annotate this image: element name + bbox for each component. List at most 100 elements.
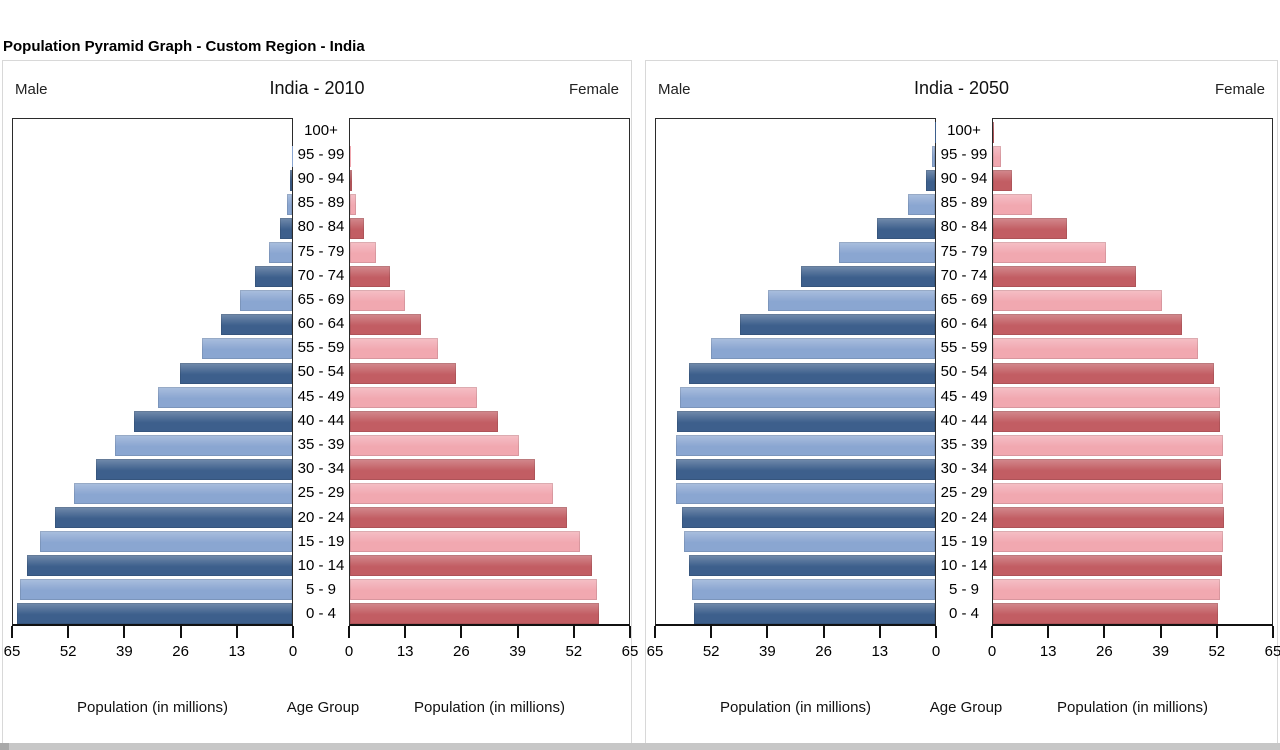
pyramid-row (13, 432, 292, 456)
pyramid-row (656, 504, 935, 528)
bar-female-10-14 (993, 554, 1223, 576)
bar-female-85-89 (350, 194, 356, 216)
pyramid-row (656, 456, 935, 480)
x-tick-mark (11, 626, 13, 638)
bar-female-20-24 (350, 506, 567, 528)
bar-male-20-24 (55, 506, 292, 528)
pyramid-row (13, 191, 292, 216)
bar-female-55-59 (993, 338, 1198, 360)
age-group-label: 75 - 79 (297, 242, 345, 260)
bar-male-5-9 (692, 578, 935, 600)
x-tick-label: 39 (759, 643, 776, 660)
x-tick-mark (123, 626, 126, 638)
bar-female-30-34 (350, 458, 535, 480)
bar-male-10-14 (689, 554, 935, 576)
bar-female-95-99 (993, 146, 1001, 168)
pyramid-row (350, 215, 629, 240)
pyramid-row (993, 191, 1272, 216)
x-tick-mark (629, 626, 631, 638)
pyramid-row (350, 287, 629, 312)
male-axis-caption: Population (in millions) (720, 699, 871, 716)
bar-female-50-54 (993, 362, 1215, 384)
age-group-label: 60 - 64 (940, 315, 988, 333)
x-tick-label: 52 (565, 643, 583, 660)
pyramid-row (350, 600, 629, 624)
pyramid-row (656, 311, 935, 336)
bar-male-35-39 (114, 434, 292, 456)
male-side-label: Male (658, 81, 691, 98)
bar-male-70-74 (255, 266, 292, 288)
age-group-label: 90 - 94 (297, 169, 345, 187)
pyramid-row (13, 143, 292, 168)
bar-female-60-64 (993, 314, 1182, 336)
bar-female-75-79 (993, 242, 1106, 264)
pyramid-row (993, 359, 1272, 384)
x-tick-mark (460, 626, 463, 638)
pyramid-row (993, 528, 1272, 552)
x-tick-mark (179, 626, 182, 638)
pyramid-row (656, 576, 935, 600)
pyramid-row (656, 119, 935, 144)
bar-male-90-94 (290, 170, 292, 192)
age-group-label: 0 - 4 (305, 605, 336, 623)
pyramid-row (13, 408, 292, 432)
age-group-axis: 100+ 95 - 99 90 - 94 85 - 89 80 - 84 75 - 79 7… (293, 118, 349, 626)
pyramid-row (13, 576, 292, 600)
x-tick-mark (654, 626, 656, 638)
pyramid-row (993, 480, 1272, 504)
bar-male-30-34 (675, 458, 935, 480)
x-tick-label: 13 (396, 643, 414, 660)
bar-male-20-24 (681, 506, 935, 528)
bar-female-45-49 (350, 386, 478, 408)
bottom-scroll-strip (0, 743, 1280, 750)
bar-female-10-14 (350, 554, 592, 576)
bar-female-0-4 (350, 602, 599, 624)
pyramid-row (993, 263, 1272, 288)
age-group-label: 50 - 54 (297, 363, 345, 381)
pyramid-row (656, 480, 935, 504)
bar-male-50-54 (689, 362, 935, 384)
age-group-label: 45 - 49 (940, 387, 988, 405)
age-group-label: 70 - 74 (940, 266, 988, 284)
age-group-label: 35 - 39 (940, 436, 988, 454)
age-group-label: 55 - 59 (297, 339, 345, 357)
bar-female-55-59 (350, 338, 438, 360)
bar-female-15-19 (993, 530, 1224, 552)
bar-male-30-34 (96, 458, 292, 480)
pyramid-row (350, 119, 629, 143)
chart-title: India - 2010 (269, 78, 365, 98)
pyramid-row (13, 311, 292, 336)
pyramid-row (350, 408, 629, 432)
age-group-label: 85 - 89 (297, 194, 345, 212)
pyramid-row (656, 287, 935, 312)
x-tick-label: 13 (871, 643, 889, 660)
age-group-label: 100+ (304, 121, 338, 139)
pyramid-row (13, 287, 292, 312)
x-tick-label: 52 (702, 643, 720, 660)
x-tick-label: 0 (987, 643, 997, 660)
age-group-label: 50 - 54 (940, 363, 988, 381)
pyramid-row (350, 432, 629, 456)
pyramid-row (13, 384, 292, 408)
age-group-label: 85 - 89 (940, 194, 988, 212)
pyramid-row (993, 119, 1272, 144)
pyramid-plot-area: 100+ 95 - 99 90 - 94 85 - 89 80 - 84 75 - 79 7… (12, 118, 630, 626)
bar-male-65-69 (240, 290, 292, 312)
bar-female-60-64 (350, 314, 421, 336)
bar-male-80-84 (279, 218, 292, 240)
bar-male-40-44 (677, 410, 935, 432)
x-tick-label: 65 (3, 643, 21, 660)
pyramid-row (350, 456, 629, 480)
bar-male-45-49 (680, 386, 935, 408)
pyramid-row (13, 239, 292, 264)
pyramid-row (13, 167, 292, 192)
x-tick-mark (1047, 626, 1050, 638)
pyramid-row (656, 600, 935, 624)
bar-male-55-59 (201, 338, 292, 360)
pyramid-row (993, 167, 1272, 192)
pyramid-row (993, 143, 1272, 168)
chart-header: Male Female India - 2010 (15, 78, 619, 103)
x-tick-label: 26 (815, 643, 832, 660)
pyramid-row (13, 504, 292, 528)
bar-female-35-39 (993, 434, 1223, 456)
